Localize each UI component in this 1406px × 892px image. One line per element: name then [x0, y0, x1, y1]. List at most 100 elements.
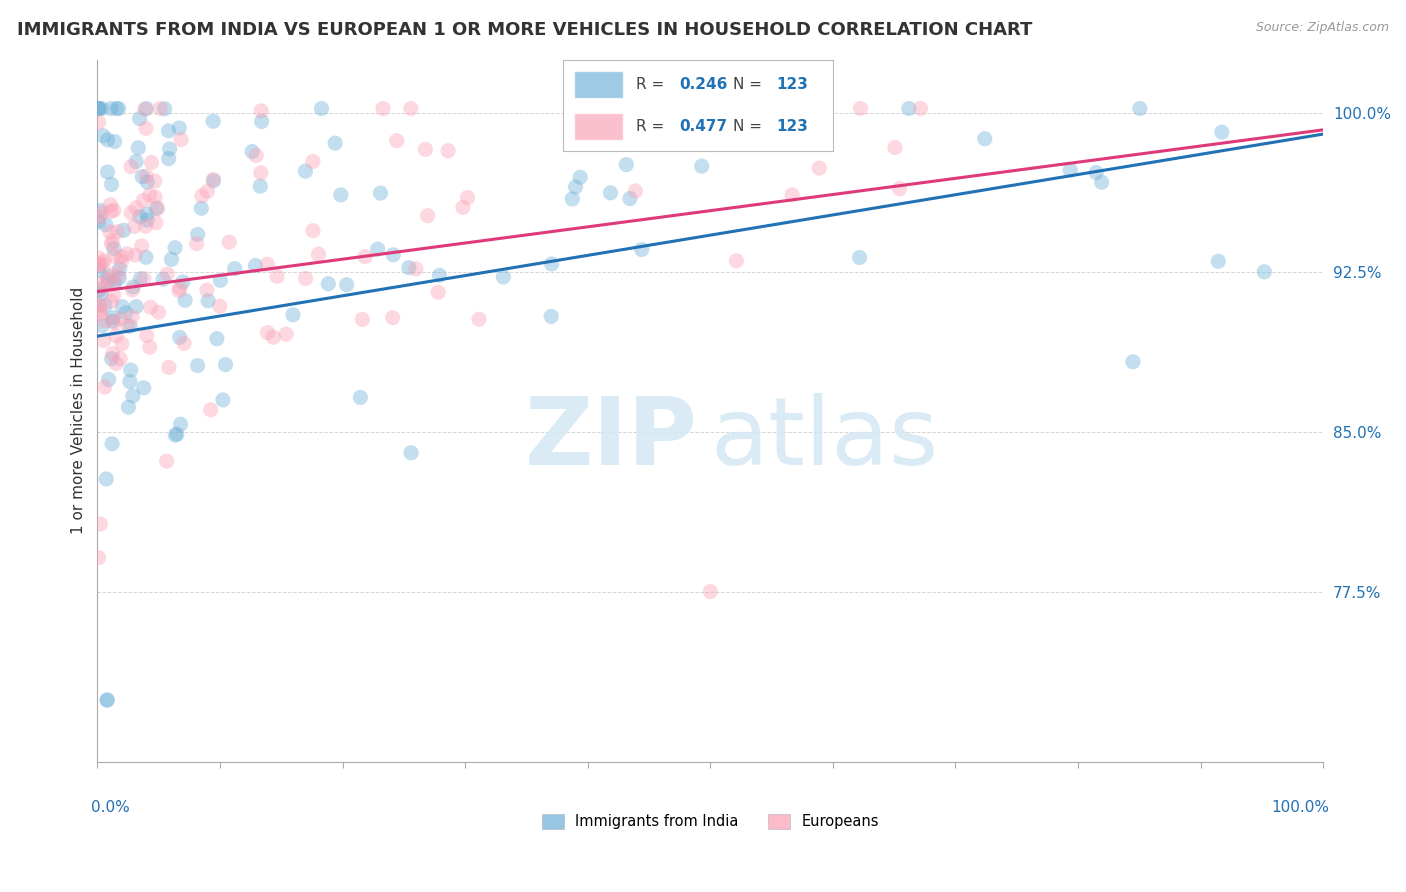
Point [87, 298, 110, 312]
Point [149, 102, 172, 116]
Point [157, 360, 180, 375]
Point [139, 340, 162, 354]
Point [138, 188, 160, 202]
Point [371, 102, 394, 116]
Point [96, 693, 118, 707]
Point [468, 312, 491, 326]
Point [127, 141, 149, 155]
Point [157, 152, 180, 166]
Point [569, 170, 592, 185]
Point [889, 181, 911, 195]
Point [1206, 254, 1229, 268]
Point [457, 190, 479, 204]
Point [699, 584, 721, 599]
Point [205, 332, 228, 346]
Point [110, 311, 132, 326]
Point [100, 351, 122, 366]
Point [101, 310, 124, 325]
Point [100, 294, 122, 309]
Point [849, 102, 872, 116]
Point [619, 192, 641, 206]
Point [87, 258, 110, 272]
Point [136, 175, 159, 189]
Point [125, 201, 148, 215]
Point [87, 215, 110, 229]
Point [105, 356, 128, 370]
Text: ZIP: ZIP [526, 392, 697, 484]
Point [614, 157, 637, 171]
Point [97, 372, 120, 386]
Point [91, 128, 114, 143]
Point [148, 305, 170, 319]
Point [281, 308, 304, 322]
Point [103, 135, 125, 149]
Point [266, 269, 288, 284]
Point [169, 120, 191, 135]
Point [540, 257, 562, 271]
Point [98, 225, 121, 239]
Point [209, 273, 232, 287]
Text: N =: N = [733, 77, 768, 92]
Point [307, 247, 329, 261]
Point [111, 336, 134, 351]
Point [90, 257, 112, 271]
Point [97, 133, 120, 147]
Point [104, 276, 127, 290]
Point [110, 250, 132, 264]
Point [122, 389, 145, 403]
Point [195, 283, 218, 297]
Point [132, 381, 155, 395]
Point [245, 259, 267, 273]
Point [427, 285, 450, 300]
Point [1253, 265, 1275, 279]
Point [97, 165, 120, 179]
Point [416, 209, 439, 223]
Point [1129, 102, 1152, 116]
Point [631, 102, 654, 116]
Point [897, 102, 920, 116]
Point [212, 392, 235, 407]
Point [385, 134, 408, 148]
FancyBboxPatch shape [574, 70, 623, 98]
Point [107, 102, 129, 116]
Point [240, 145, 263, 159]
Point [89, 298, 111, 312]
Point [624, 184, 647, 198]
Text: R =: R = [636, 77, 669, 92]
Point [318, 277, 340, 291]
Point [143, 190, 166, 204]
Point [367, 242, 389, 256]
Point [101, 347, 124, 361]
Point [120, 319, 142, 334]
Point [93, 334, 115, 348]
Point [135, 121, 157, 136]
Text: 123: 123 [776, 119, 808, 134]
Point [89, 284, 111, 298]
Point [599, 186, 621, 200]
Point [245, 148, 267, 162]
Point [90, 307, 112, 321]
Point [89, 203, 111, 218]
Point [115, 247, 138, 261]
Point [89, 516, 111, 531]
Point [128, 210, 150, 224]
Point [139, 300, 162, 314]
Point [202, 114, 225, 128]
Point [100, 102, 122, 116]
Point [256, 326, 278, 340]
Point [169, 417, 191, 432]
Point [96, 693, 118, 707]
Point [89, 258, 111, 272]
Point [101, 234, 124, 248]
Point [415, 142, 437, 156]
Point [274, 327, 297, 342]
Point [94, 218, 117, 232]
Point [492, 269, 515, 284]
Point [214, 358, 236, 372]
Point [90, 206, 112, 220]
Point [120, 206, 142, 220]
Point [218, 235, 240, 249]
Point [87, 263, 110, 277]
Point [370, 186, 392, 200]
Point [731, 119, 754, 133]
